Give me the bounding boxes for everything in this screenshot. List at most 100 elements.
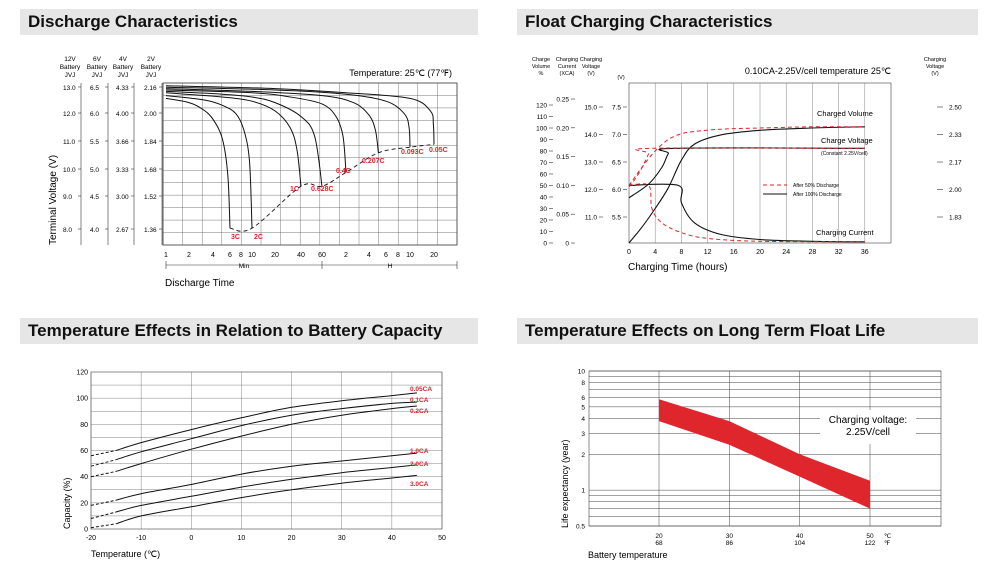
right-tick-label: 2.00 bbox=[949, 187, 962, 194]
series-label-0.093C: 0.093C bbox=[401, 149, 424, 156]
x-tick-label: 50 bbox=[438, 535, 446, 542]
capacity-curve-2.0CA bbox=[115, 464, 417, 513]
y-tick-label: 4.33 bbox=[116, 85, 129, 92]
y-tick-label: 4.5 bbox=[90, 194, 99, 201]
unit-fahrenheit: ℉ bbox=[884, 540, 891, 547]
y-tick-label: 5.0 bbox=[90, 167, 99, 174]
y-tick-label: 5.5 bbox=[90, 139, 99, 146]
x-tick-label: 4 bbox=[653, 249, 657, 256]
series-label-3.0CA: 3.0CA bbox=[410, 481, 429, 488]
discharge-curve-0.4C bbox=[165, 89, 347, 173]
chart-annotation: 2.25V/cell bbox=[846, 427, 890, 438]
y-tick-label: 3.00 bbox=[116, 194, 129, 201]
voltage12-tick-label: 13.0 bbox=[584, 160, 597, 167]
y-axis-title: Capacity (%) bbox=[62, 477, 72, 529]
axis-header: (XCA) bbox=[560, 71, 575, 77]
volume-tick-label: 100 bbox=[536, 126, 547, 133]
current-tick-label: 0.25 bbox=[556, 97, 569, 104]
voltage6-tick-label: 7.5 bbox=[612, 105, 621, 112]
x-tick-label: 24 bbox=[782, 249, 790, 256]
discharge-curve-2C bbox=[165, 95, 253, 229]
y-axis-title: Life expectancy (year) bbox=[560, 439, 570, 528]
x-tick-label: 10 bbox=[248, 252, 256, 259]
y-tick-label: 11.0 bbox=[63, 139, 76, 146]
capacity-curve-dashed-0.1CA bbox=[90, 459, 117, 467]
discharge-curve-0.207C bbox=[165, 88, 379, 153]
x-tick-label: 20 bbox=[756, 249, 764, 256]
x-tick-label: 8 bbox=[679, 249, 683, 256]
axis-header: Charging bbox=[924, 57, 946, 63]
y-tick-label: 1.68 bbox=[144, 167, 157, 174]
y-axis-header: 4V bbox=[119, 56, 128, 63]
x-tick-label: -20 bbox=[86, 535, 96, 542]
voltage6-tick-label: 5.5 bbox=[612, 215, 621, 222]
y-tick-label: 3.33 bbox=[116, 167, 129, 174]
y-tick-label: 8.0 bbox=[63, 227, 72, 234]
y-axis-header: JVJ bbox=[92, 72, 103, 79]
x-tick-label: -10 bbox=[136, 535, 146, 542]
y-tick-label: 0.5 bbox=[576, 524, 585, 531]
volume-tick-label: 10 bbox=[540, 229, 548, 236]
capacity-curve-1.0CA bbox=[115, 452, 417, 501]
series-label-2.0CA: 2.0CA bbox=[410, 461, 429, 468]
y-tick-label: 20 bbox=[80, 500, 88, 507]
volume-tick-label: 0 bbox=[543, 241, 547, 248]
chart-annotation: Temperature: 25℃ (77℉) bbox=[349, 68, 452, 78]
y-tick-label: 40 bbox=[80, 474, 88, 481]
y-tick-label: 0 bbox=[84, 527, 88, 534]
float-header: Float Charging Characteristics bbox=[517, 9, 978, 35]
x-tick-label: 8 bbox=[396, 252, 400, 259]
temp-capacity-chart: -20 -10 0 10 20 30 40 50 0 20 40 60 80 100 120 Capacity… bbox=[62, 370, 446, 560]
x-tick-label: 30 bbox=[338, 535, 346, 542]
discharge-curve-3C bbox=[165, 97, 231, 229]
series-label-0.207C: 0.207C bbox=[362, 158, 385, 165]
x-tick-label: 10 bbox=[238, 535, 246, 542]
right-tick-label: 1.83 bbox=[949, 215, 962, 222]
series-label-2C: 2C bbox=[254, 234, 263, 241]
float-life-band bbox=[659, 399, 870, 509]
volume-tick-label: 40 bbox=[540, 195, 548, 202]
y-tick-label: 13.0 bbox=[63, 85, 76, 92]
plot-frame bbox=[162, 82, 458, 246]
voltage12-tick-label: 15.0 bbox=[584, 105, 597, 112]
x-tick-label: 2 bbox=[344, 252, 348, 259]
annotation-bg bbox=[820, 410, 916, 444]
x-unit-min: Min bbox=[239, 263, 250, 270]
y-tick-label: 60 bbox=[80, 448, 88, 455]
volume-tick-label: 30 bbox=[540, 206, 548, 213]
volume-tick-label: 90 bbox=[540, 137, 548, 144]
series-label-3C: 3C bbox=[231, 234, 240, 241]
series-label-0.1CA: 0.1CA bbox=[410, 397, 429, 404]
current-tick-label: 0.20 bbox=[556, 125, 569, 132]
x-unit-h: H bbox=[388, 263, 393, 270]
legend-label-50: After 50% Discharge bbox=[793, 183, 839, 189]
x-tick-label-f: 86 bbox=[726, 540, 734, 547]
current-tick-label: 0.10 bbox=[556, 183, 569, 190]
x-tick-label: 20 bbox=[430, 252, 438, 259]
y-tick-label: 100 bbox=[76, 396, 88, 403]
x-axis-title: Temperature (℃) bbox=[91, 549, 160, 559]
label-charging-current: Charging Current bbox=[816, 228, 874, 237]
x-tick-label-f: 68 bbox=[655, 540, 663, 547]
x-tick-label: 40 bbox=[297, 252, 305, 259]
x-tick-label: 8 bbox=[239, 252, 243, 259]
y-tick-label: 12.0 bbox=[63, 111, 76, 118]
x-tick-label: 4 bbox=[211, 252, 215, 259]
volume-tick-label: 20 bbox=[540, 218, 548, 225]
series-label-1.0CA: 1.0CA bbox=[410, 448, 429, 455]
x-tick-label-f: 104 bbox=[794, 540, 805, 547]
x-tick-label: 6 bbox=[228, 252, 232, 259]
y-tick-label: 5 bbox=[581, 404, 585, 411]
x-tick-label: 12 bbox=[704, 249, 712, 256]
y-axis-header: 6V bbox=[93, 56, 102, 63]
y-tick-label: 120 bbox=[76, 370, 88, 377]
voltage6-tick-label: 6.5 bbox=[612, 160, 621, 167]
axis-header: Charge bbox=[532, 57, 550, 63]
y-axis-header: Battery bbox=[141, 64, 162, 71]
axis-header: (V) bbox=[931, 71, 939, 77]
y-tick-label: 6.5 bbox=[90, 85, 99, 92]
y-tick-label: 8 bbox=[581, 380, 585, 387]
current-tick-label: 0.05 bbox=[556, 212, 569, 219]
y-axis-header: 2V bbox=[147, 56, 156, 63]
chart-annotation: 0.10CA-2.25V/cell temperature 25℃ bbox=[745, 66, 891, 76]
